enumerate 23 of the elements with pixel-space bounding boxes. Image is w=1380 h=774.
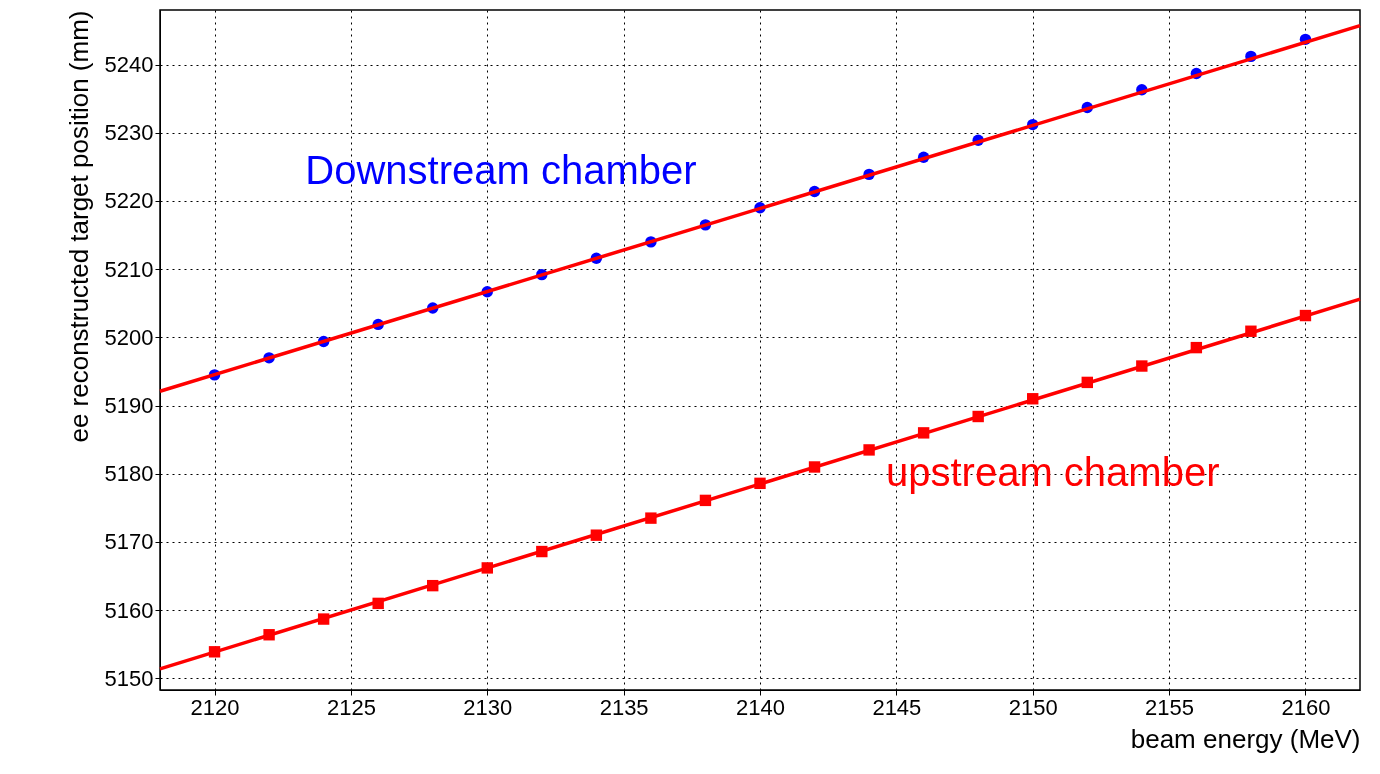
x-tick-label: 2145	[872, 694, 922, 720]
x-tick-label: 2125	[326, 694, 376, 720]
y-tick-label: 5210	[104, 256, 154, 282]
x-tick-label: 2160	[1281, 694, 1331, 720]
x-tick-label: 2155	[1145, 694, 1195, 720]
x-tick-label: 2135	[599, 694, 649, 720]
x-tick-label: 2130	[463, 694, 513, 720]
series-label: upstream chamber	[885, 449, 1220, 494]
y-tick-label: 5200	[104, 324, 154, 350]
x-tick-label: 2140	[736, 694, 785, 720]
y-tick-label: 5240	[104, 52, 154, 78]
y-tick-label: 5230	[104, 120, 154, 146]
y-tick-label: 5170	[104, 529, 154, 555]
y-tick-label: 5220	[104, 188, 154, 214]
y-axis-title: ee reconstructed target position (mm)	[63, 10, 94, 443]
x-tick-label: 2150	[1008, 694, 1058, 720]
y-tick-label: 5190	[104, 393, 154, 419]
y-tick-label: 5180	[104, 461, 154, 487]
x-axis-title: beam energy (MeV)	[1130, 723, 1361, 754]
y-tick-label: 5160	[104, 597, 154, 623]
series-label: Downstream chamber	[305, 147, 697, 192]
x-tick-label: 2120	[190, 694, 240, 720]
y-tick-label: 5150	[104, 665, 154, 691]
